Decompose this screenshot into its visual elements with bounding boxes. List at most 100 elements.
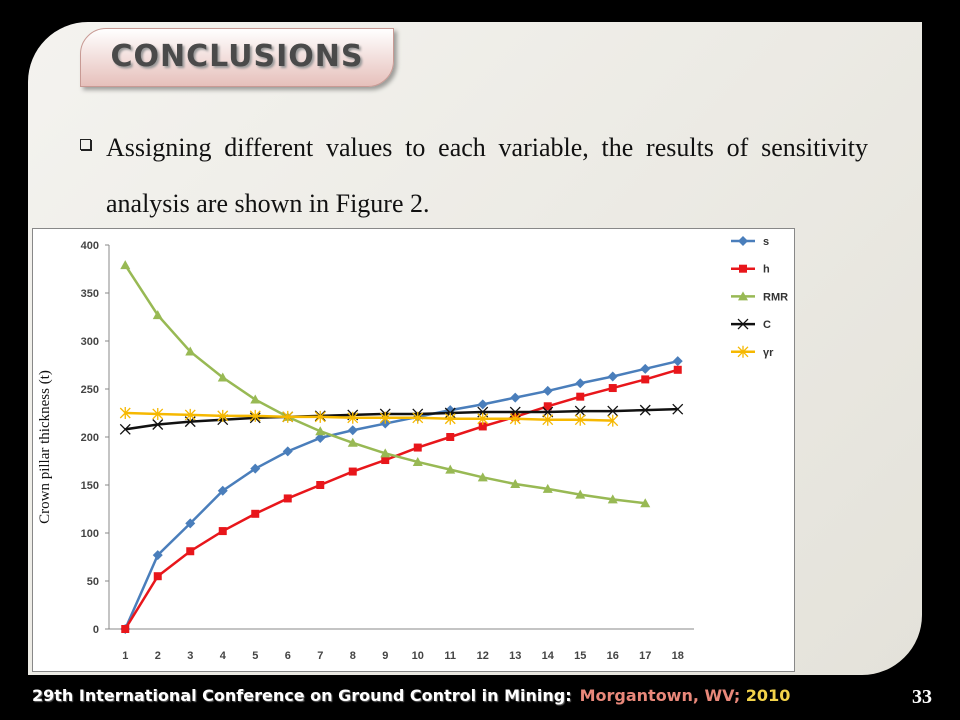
data-point <box>444 412 456 425</box>
page-number: 33 <box>912 686 932 708</box>
footer-location: Morgantown, WV; <box>579 686 741 705</box>
x-tick-label: 8 <box>350 650 356 662</box>
data-point <box>542 406 554 418</box>
legend-label: h <box>763 264 770 276</box>
data-point <box>217 372 228 382</box>
data-point <box>542 483 553 493</box>
data-point <box>640 363 651 374</box>
x-tick-label: 5 <box>252 650 258 662</box>
legend-marker <box>739 264 747 273</box>
legend-label: s <box>763 236 769 248</box>
data-point <box>412 456 423 466</box>
data-point <box>639 404 651 416</box>
data-point <box>380 448 391 458</box>
data-point <box>153 572 162 581</box>
y-tick-label: 50 <box>87 576 99 588</box>
data-point <box>672 403 684 415</box>
data-point <box>446 433 455 441</box>
data-point <box>510 392 521 403</box>
data-point <box>184 408 196 421</box>
bullet-icon <box>80 139 91 150</box>
data-point <box>478 422 487 431</box>
data-point <box>251 509 260 518</box>
data-point <box>672 356 683 367</box>
data-point <box>607 494 618 504</box>
x-tick-label: 13 <box>509 650 521 662</box>
data-point <box>152 407 164 420</box>
data-point <box>641 375 650 384</box>
data-point <box>607 405 619 417</box>
y-tick-label: 250 <box>81 384 99 396</box>
x-tick-label: 7 <box>317 650 323 662</box>
y-tick-label: 0 <box>93 624 99 636</box>
data-point <box>152 419 164 430</box>
data-point <box>316 481 325 489</box>
data-point <box>542 413 554 426</box>
data-point <box>315 426 326 436</box>
data-point <box>379 411 391 424</box>
y-tick-label: 150 <box>81 480 99 492</box>
data-point <box>282 410 294 423</box>
x-tick-label: 6 <box>285 650 291 662</box>
data-point <box>217 409 229 422</box>
data-point <box>185 518 196 529</box>
slide-title: CONCLUSIONS <box>110 39 364 74</box>
data-point <box>282 446 293 457</box>
data-point <box>152 550 163 561</box>
data-point <box>120 260 131 270</box>
data-point <box>348 467 357 476</box>
data-point <box>640 498 651 508</box>
data-point <box>543 402 552 411</box>
x-tick-label: 12 <box>477 650 489 662</box>
series-line <box>124 264 646 505</box>
data-point <box>574 413 586 426</box>
y-tick-label: 200 <box>81 432 99 444</box>
data-point <box>510 479 521 489</box>
data-point <box>121 625 130 633</box>
data-point <box>608 384 617 393</box>
data-point <box>152 310 163 320</box>
x-tick-label: 14 <box>542 650 555 662</box>
x-tick-label: 15 <box>574 650 586 662</box>
legend-marker <box>737 318 749 330</box>
data-point <box>185 346 196 356</box>
data-point <box>575 489 586 499</box>
y-axis-label: Crown pillar thickness (t) <box>37 370 53 524</box>
data-point <box>315 432 326 443</box>
data-point <box>314 410 326 423</box>
legend-label: γr <box>763 347 774 359</box>
legend-marker <box>738 291 748 301</box>
y-tick-label: 100 <box>81 528 99 540</box>
series-line <box>124 359 679 630</box>
footer-year: 2010 <box>745 686 791 705</box>
data-point <box>217 485 228 496</box>
data-point <box>413 443 422 452</box>
data-point <box>574 405 586 417</box>
y-tick-label: 400 <box>81 240 99 252</box>
data-point <box>283 494 292 503</box>
data-point <box>509 412 521 425</box>
legend-marker <box>738 236 748 246</box>
data-point <box>477 412 489 425</box>
data-point <box>347 411 359 424</box>
data-point <box>477 399 488 410</box>
x-tick-label: 1 <box>122 650 128 662</box>
x-tick-label: 11 <box>444 650 456 662</box>
data-point <box>218 527 227 536</box>
data-point <box>673 365 682 374</box>
data-point <box>119 423 131 435</box>
legend-label: RMR <box>763 291 788 303</box>
data-point <box>250 394 261 404</box>
data-point <box>347 425 358 436</box>
y-tick-label: 300 <box>81 336 99 348</box>
x-tick-label: 16 <box>607 650 619 662</box>
data-point <box>186 547 195 556</box>
data-point <box>542 385 553 396</box>
bullet-text: Assigning different values to each varia… <box>106 133 868 218</box>
footer: 29th International Conference on Ground … <box>32 686 790 705</box>
x-tick-label: 9 <box>382 650 388 662</box>
y-tick-label: 350 <box>81 288 99 300</box>
data-point <box>607 414 619 427</box>
x-tick-label: 18 <box>672 650 684 662</box>
